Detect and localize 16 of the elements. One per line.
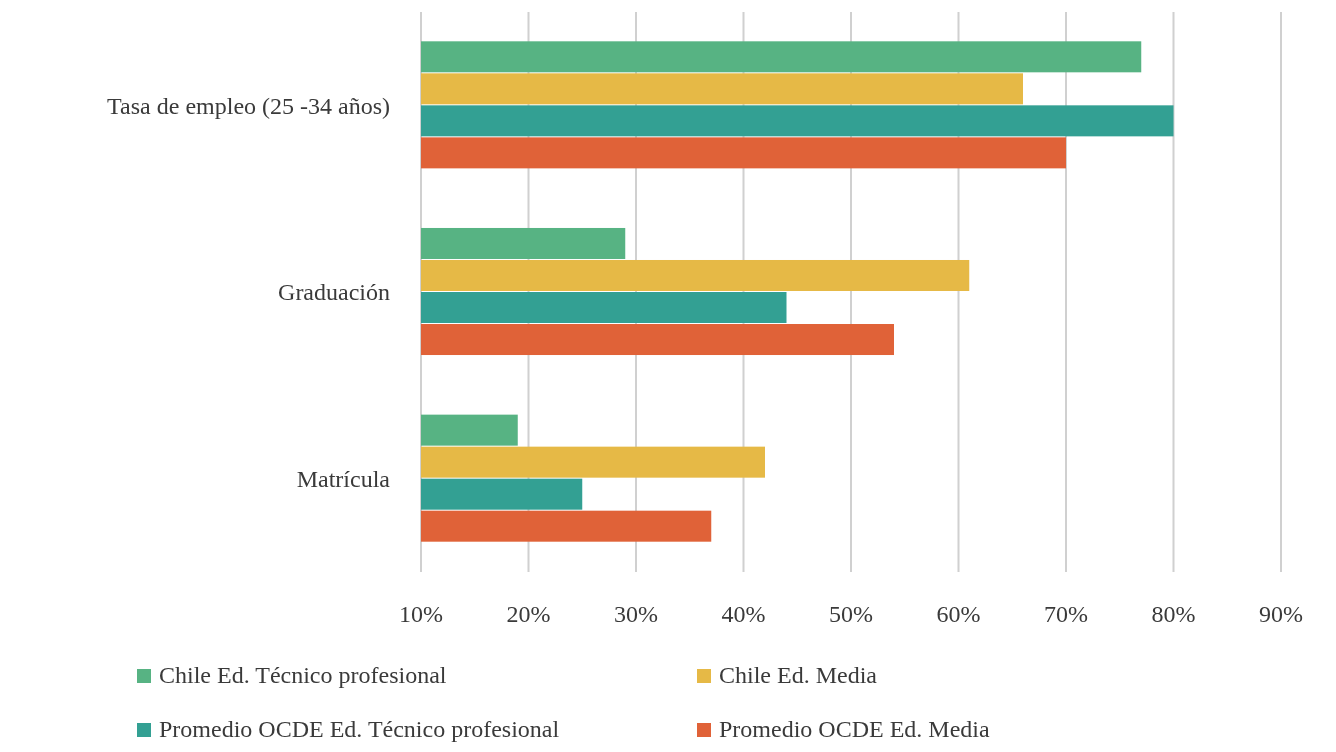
legend-label: Chile Ed. Media bbox=[719, 662, 878, 688]
legend-label: Promedio OCDE Ed. Técnico profesional bbox=[159, 716, 560, 742]
legend-label: Promedio OCDE Ed. Media bbox=[719, 716, 990, 742]
x-tick-label: 80% bbox=[1151, 601, 1196, 627]
y-tick-label: Matrícula bbox=[296, 466, 391, 493]
x-tick-label: 40% bbox=[721, 601, 766, 627]
y-tick-label: Tasa de empleo (25 -34 años) bbox=[107, 92, 390, 119]
x-tick-label: 90% bbox=[1259, 601, 1303, 627]
legend-label: Chile Ed. Técnico profesional bbox=[159, 662, 447, 688]
x-tick-label: 70% bbox=[1044, 601, 1088, 627]
x-tick-label: 30% bbox=[614, 601, 658, 627]
x-tick-label: 50% bbox=[829, 601, 873, 627]
x-tick-label: 10% bbox=[399, 601, 443, 627]
x-tick-label: 20% bbox=[506, 601, 551, 627]
x-tick-label: 60% bbox=[936, 601, 981, 627]
y-tick-label: Graduación bbox=[278, 279, 390, 306]
